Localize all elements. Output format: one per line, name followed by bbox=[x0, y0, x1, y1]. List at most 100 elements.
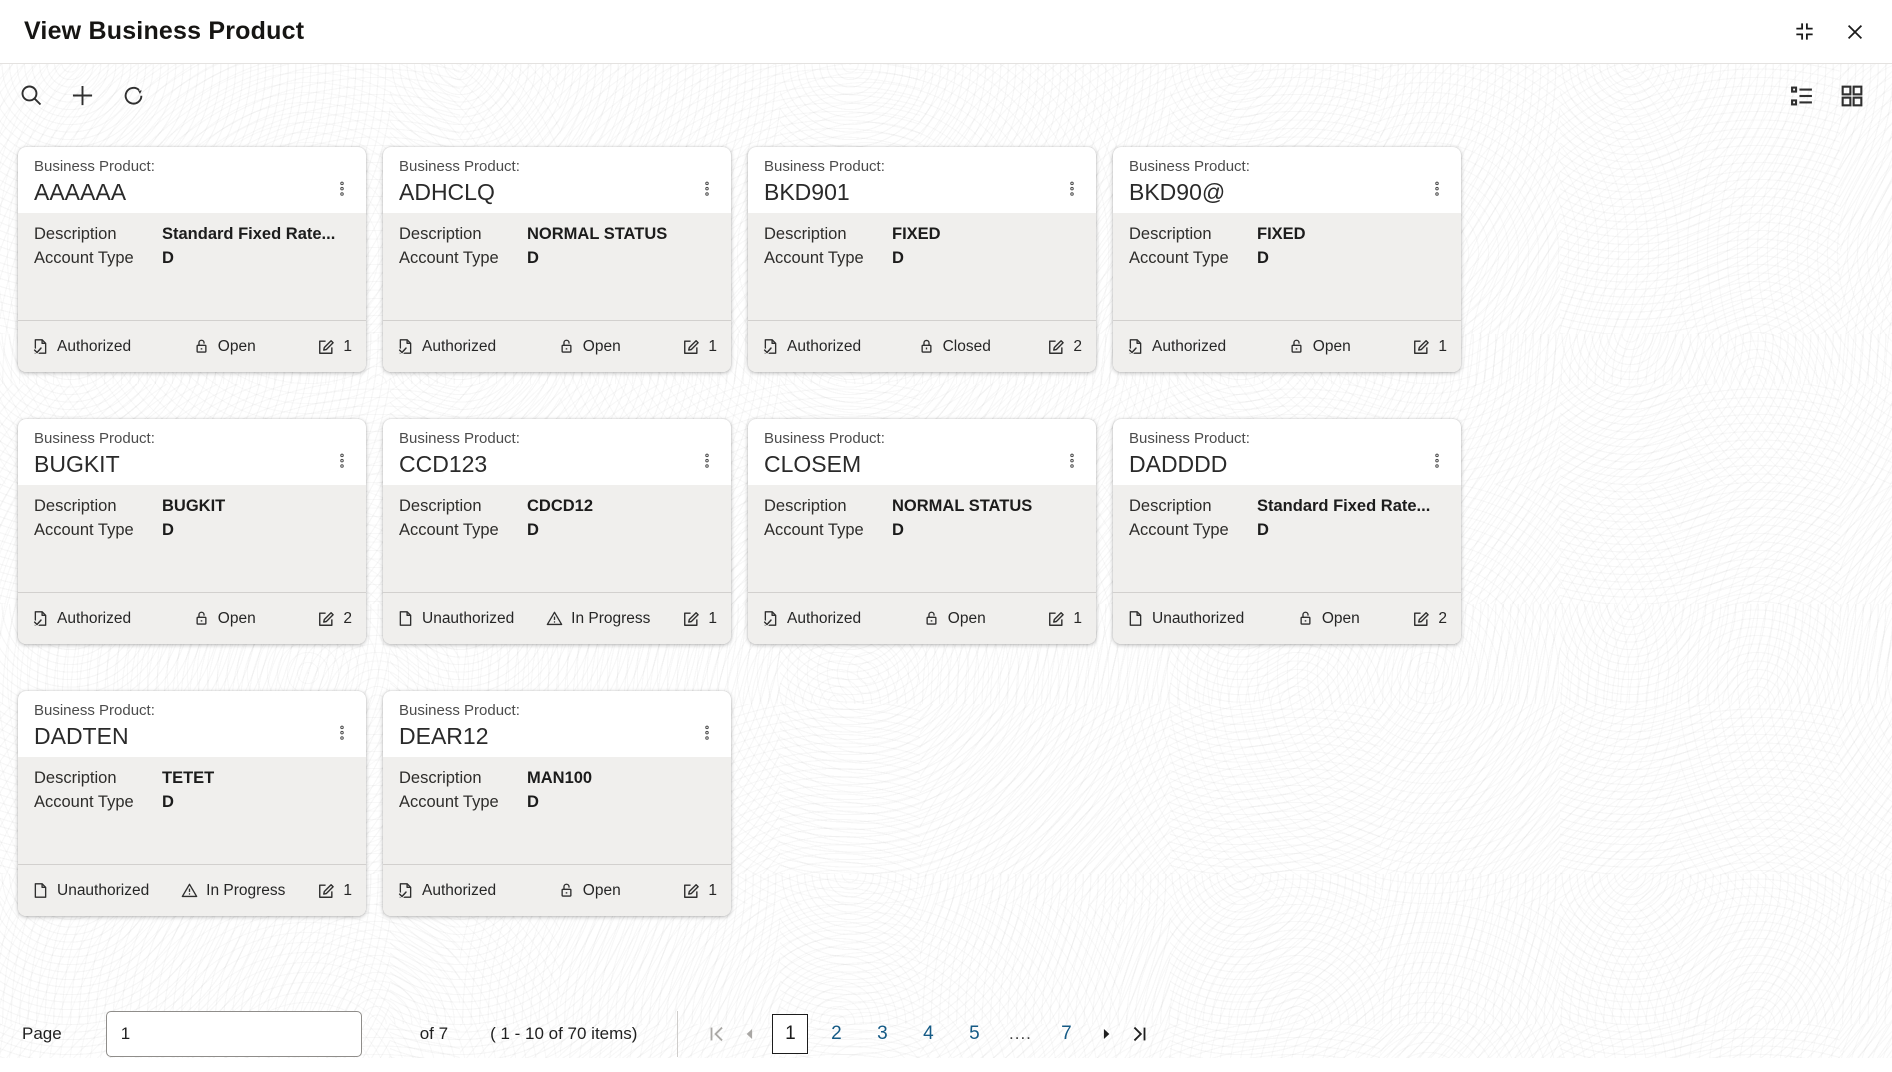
card-grid: Business Product: AAAAAA Description Sta… bbox=[0, 147, 1892, 916]
description-label: Description bbox=[34, 769, 117, 787]
next-page-icon bbox=[1096, 1024, 1116, 1044]
collapse-button[interactable] bbox=[1793, 20, 1816, 43]
prev-page-button[interactable] bbox=[740, 1024, 760, 1044]
card-menu-button[interactable] bbox=[697, 716, 717, 750]
business-product-name: BUGKIT bbox=[34, 451, 120, 477]
business-product-label: Business Product: bbox=[1129, 158, 1250, 175]
account-type-value: D bbox=[1257, 521, 1269, 539]
business-product-label: Business Product: bbox=[764, 158, 885, 175]
business-product-card: Business Product: DADDDD Description Sta… bbox=[1113, 419, 1461, 644]
description-value: Standard Fixed Rate... bbox=[162, 225, 336, 243]
record-status-label: Open bbox=[1321, 609, 1360, 627]
authorization-status-label: Authorized bbox=[1152, 337, 1227, 355]
page-number[interactable]: 1 bbox=[772, 1014, 809, 1054]
document-check-icon bbox=[31, 337, 50, 356]
document-check-icon bbox=[396, 337, 415, 356]
record-status-label: Open bbox=[217, 609, 256, 627]
description-label: Description bbox=[1129, 497, 1212, 515]
card-menu-button[interactable] bbox=[697, 444, 717, 478]
business-product-name: DEAR12 bbox=[399, 723, 489, 749]
edit-square-icon bbox=[1411, 337, 1431, 357]
page-number[interactable]: 7 bbox=[1061, 1023, 1072, 1044]
account-type-value: D bbox=[527, 521, 539, 539]
edit-count-value: 2 bbox=[1438, 609, 1447, 627]
card-menu-button[interactable] bbox=[697, 172, 717, 206]
card-menu-button[interactable] bbox=[1062, 172, 1082, 206]
edit-count: 1 bbox=[681, 609, 717, 629]
grid-view-button[interactable] bbox=[1838, 82, 1866, 110]
edit-count-value: 1 bbox=[708, 609, 717, 627]
record-status: Open bbox=[557, 881, 621, 900]
record-status-label: Open bbox=[217, 337, 256, 355]
page-input[interactable] bbox=[105, 1011, 362, 1057]
pagination-bar: Page of 7 ( 1 - 10 of 70 items) 1 2 3 4 5...… bbox=[22, 1008, 1892, 1060]
business-product-name: ADHCLQ bbox=[399, 179, 495, 205]
business-product-label: Business Product: bbox=[1129, 430, 1250, 447]
business-product-card: Business Product: ADHCLQ Description NOR… bbox=[383, 147, 731, 372]
business-product-card: Business Product: CCD123 Description CDC… bbox=[383, 419, 731, 644]
account-type-label: Account Type bbox=[399, 521, 499, 539]
business-product-name: CLOSEM bbox=[764, 451, 862, 477]
page-number[interactable]: 4 bbox=[923, 1023, 934, 1044]
account-type-label: Account Type bbox=[1129, 249, 1229, 267]
edit-square-icon bbox=[681, 881, 701, 901]
card-menu-button[interactable] bbox=[332, 444, 352, 478]
business-product-label: Business Product: bbox=[34, 702, 155, 719]
description-label: Description bbox=[399, 497, 482, 515]
edit-count: 2 bbox=[316, 609, 352, 629]
description-label: Description bbox=[764, 225, 847, 243]
page-number[interactable]: 2 bbox=[831, 1023, 842, 1044]
description-value: TETET bbox=[162, 769, 215, 787]
grid-view-icon bbox=[1838, 82, 1866, 110]
record-status-label: Open bbox=[1312, 337, 1351, 355]
record-status: Open bbox=[1287, 337, 1351, 356]
edit-count: 1 bbox=[316, 337, 352, 357]
business-product-card: Business Product: CLOSEM Description NOR… bbox=[748, 419, 1096, 644]
card-menu-button[interactable] bbox=[1427, 444, 1447, 478]
page-number[interactable]: 5 bbox=[969, 1023, 980, 1044]
business-product-label: Business Product: bbox=[764, 430, 885, 447]
list-view-button[interactable] bbox=[1788, 82, 1816, 110]
business-product-name: AAAAAA bbox=[34, 179, 127, 205]
add-button[interactable] bbox=[69, 82, 96, 109]
edit-count-value: 2 bbox=[1073, 337, 1082, 355]
authorization-status: Unauthorized bbox=[1126, 609, 1244, 628]
kebab-icon bbox=[1062, 448, 1082, 474]
padlock-open-icon bbox=[557, 337, 576, 356]
card-menu-button[interactable] bbox=[1427, 172, 1447, 206]
account-type-label: Account Type bbox=[399, 249, 499, 267]
last-page-button[interactable] bbox=[1128, 1023, 1150, 1045]
first-page-button[interactable] bbox=[706, 1023, 728, 1045]
refresh-button[interactable] bbox=[120, 82, 147, 109]
description-label: Description bbox=[34, 225, 117, 243]
page-number[interactable]: 3 bbox=[877, 1023, 888, 1044]
card-menu-button[interactable] bbox=[1062, 444, 1082, 478]
description-label: Description bbox=[399, 769, 482, 787]
authorization-status-label: Unauthorized bbox=[57, 881, 150, 899]
account-type-label: Account Type bbox=[399, 793, 499, 811]
account-type-label: Account Type bbox=[34, 521, 134, 539]
edit-square-icon bbox=[316, 609, 336, 629]
first-page-icon bbox=[706, 1023, 728, 1045]
card-menu-button[interactable] bbox=[332, 172, 352, 206]
business-product-name: DADTEN bbox=[34, 723, 129, 749]
authorization-status-label: Authorized bbox=[57, 609, 132, 627]
edit-count-value: 1 bbox=[343, 881, 352, 899]
kebab-icon bbox=[332, 448, 352, 474]
edit-square-icon bbox=[316, 337, 336, 357]
search-icon bbox=[18, 82, 45, 109]
record-status-label: In Progress bbox=[571, 609, 651, 627]
close-button[interactable] bbox=[1844, 21, 1866, 43]
page-title: View Business Product bbox=[24, 17, 305, 45]
edit-count: 1 bbox=[316, 881, 352, 901]
authorization-status-label: Authorized bbox=[422, 881, 497, 899]
edit-square-icon bbox=[681, 337, 701, 357]
document-check-icon bbox=[396, 881, 415, 900]
card-menu-button[interactable] bbox=[332, 716, 352, 750]
business-product-card: Business Product: DEAR12 Description MAN… bbox=[383, 691, 731, 916]
authorization-status-label: Authorized bbox=[787, 337, 862, 355]
kebab-icon bbox=[1062, 176, 1082, 202]
next-page-button[interactable] bbox=[1096, 1024, 1116, 1044]
authorization-status: Authorized bbox=[761, 609, 861, 628]
search-button[interactable] bbox=[18, 82, 45, 109]
